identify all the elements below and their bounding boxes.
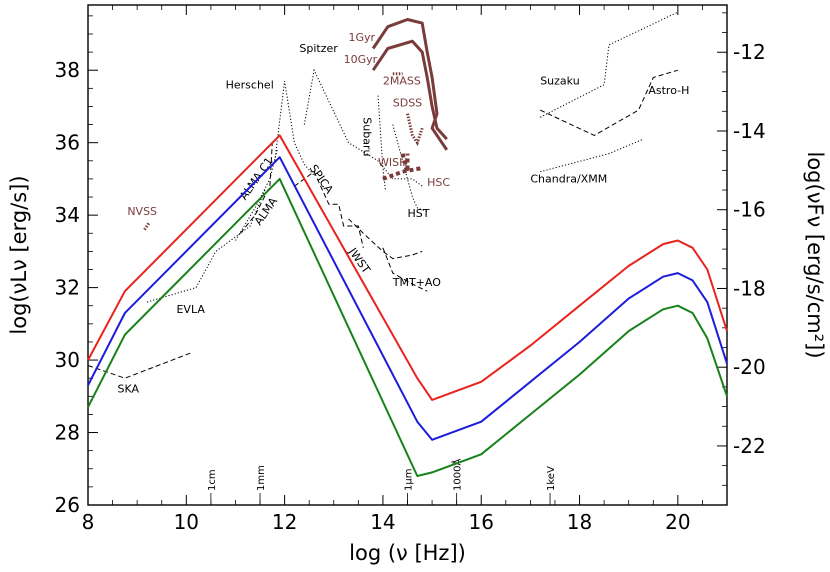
y-tick-label-left: 28 bbox=[55, 421, 80, 445]
sensitivity-curve bbox=[348, 218, 423, 260]
y-tick-label-right: -22 bbox=[733, 434, 766, 458]
sensitivity-label: TMT+AO bbox=[392, 276, 441, 289]
sensitivity-curve bbox=[294, 170, 364, 248]
y-tick-label-left: 32 bbox=[55, 276, 80, 300]
band-markers: 1cm 1mm 1µm 1000Å 1keV bbox=[207, 459, 557, 505]
sensitivity-curve bbox=[303, 68, 423, 187]
instrument-mark bbox=[143, 221, 151, 231]
x-tick-label: 20 bbox=[665, 510, 690, 534]
sensitivity-curve bbox=[539, 69, 678, 136]
sed-series bbox=[87, 134, 728, 477]
galaxy-label: 10Gyr bbox=[344, 53, 378, 66]
x-tick-label: 8 bbox=[82, 510, 95, 534]
band-marker-label: 1keV bbox=[546, 466, 557, 491]
axis-ticks: 8 10 12 14 16 18 20 26 28 30 32 34 36 38 -22 -20 -18 -16 -… bbox=[55, 5, 766, 534]
sensitivity-label: Astro-H bbox=[648, 84, 689, 97]
instrument-label: WISH bbox=[378, 156, 407, 169]
band-marker-label: 1cm bbox=[207, 469, 218, 491]
band-marker-label: 1000Å bbox=[451, 459, 464, 491]
y-tick-label-left: 30 bbox=[55, 348, 80, 372]
y-axis-label-right: log(νFν [erg/s/cm²]) bbox=[803, 151, 827, 358]
axis-labels: log (ν [Hz]) log(νLν [erg/s]) log(νFν [e… bbox=[7, 151, 827, 565]
instrument-label: SDSS bbox=[393, 96, 422, 109]
y-tick-label-left: 38 bbox=[55, 58, 80, 82]
sensitivity-label: Suzaku bbox=[540, 75, 579, 88]
x-axis-label: log (ν [Hz]) bbox=[349, 541, 466, 565]
instrument-label: HSC bbox=[427, 176, 450, 189]
x-tick-label: 16 bbox=[469, 510, 494, 534]
instrument-mark bbox=[400, 153, 410, 173]
sensitivity-curve bbox=[392, 124, 428, 212]
x-tick-label: 14 bbox=[370, 510, 395, 534]
y-axis-label-left: log(νLν [erg/s]) bbox=[7, 175, 31, 334]
sensitivity-label: EVLA bbox=[176, 303, 205, 316]
instrument-mark bbox=[406, 113, 424, 147]
galaxy-curve bbox=[371, 39, 448, 141]
galaxy-label: 1Gyr bbox=[349, 31, 376, 44]
sensitivity-label: Subaru bbox=[360, 117, 373, 156]
instrument-marks: NVSS 2MASS SDSS WISH HSC bbox=[127, 72, 450, 231]
x-tick-label: 18 bbox=[567, 510, 592, 534]
sensitivity-curve bbox=[539, 11, 679, 118]
sed-series-line bbox=[87, 156, 728, 441]
x-tick-label: 10 bbox=[174, 510, 199, 534]
sensitivity-label: Herschel bbox=[226, 78, 274, 91]
y-tick-label-right: -16 bbox=[733, 198, 766, 222]
y-tick-label-right: -18 bbox=[733, 276, 766, 300]
y-tick-label-left: 34 bbox=[55, 203, 80, 227]
y-tick-label-right: -12 bbox=[733, 40, 766, 64]
sed-series-line bbox=[87, 134, 728, 401]
instrument-label: NVSS bbox=[127, 205, 157, 218]
band-marker-label: 1µm bbox=[404, 469, 415, 491]
y-tick-label-left: 26 bbox=[55, 493, 80, 517]
x-tick-label: 12 bbox=[272, 510, 297, 534]
sensitivity-curve bbox=[540, 138, 644, 173]
sensitivity-curve bbox=[382, 247, 428, 292]
sensitivity-curve bbox=[146, 189, 266, 303]
galaxy-curves: 1Gyr 10Gyr bbox=[344, 18, 449, 151]
sensitivity-label: SKA bbox=[117, 383, 139, 396]
sensitivity-label: Spitzer bbox=[299, 42, 338, 55]
sensitivity-curve bbox=[240, 142, 273, 234]
sensitivity-label: Chandra/XMM bbox=[530, 173, 607, 186]
sed-series-line bbox=[87, 177, 728, 477]
galaxy-curve bbox=[371, 18, 449, 151]
y-tick-label-right: -14 bbox=[733, 119, 766, 143]
y-tick-label-left: 36 bbox=[55, 131, 80, 155]
band-marker-label: 1mm bbox=[256, 465, 267, 491]
y-tick-label-right: -20 bbox=[733, 355, 766, 379]
sensitivity-label: HST bbox=[408, 207, 430, 220]
sensitivity-curve bbox=[377, 95, 386, 190]
instrument-label: 2MASS bbox=[383, 75, 421, 88]
